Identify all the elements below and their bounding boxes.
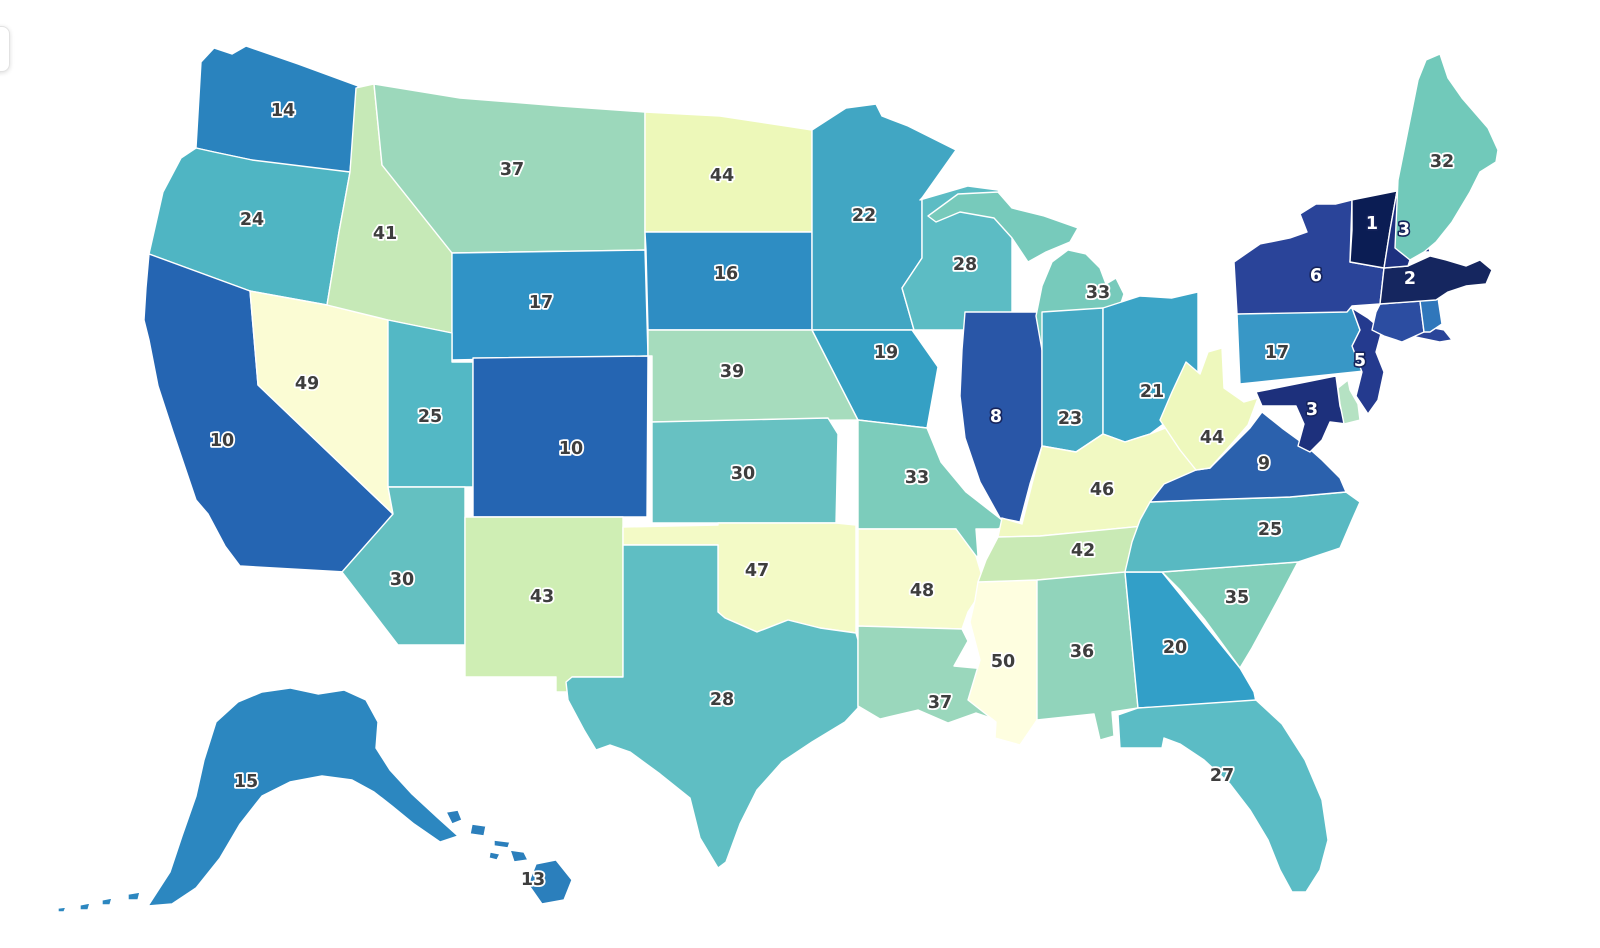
state-shape-maine[interactable]	[1394, 53, 1499, 261]
state-shape-alaska[interactable]	[57, 687, 459, 913]
state-shape-arkansas[interactable]	[857, 528, 986, 630]
state-shape-colorado[interactable]	[472, 355, 649, 518]
state-shape-massachusetts[interactable]	[1379, 255, 1493, 305]
state-shape-texas[interactable]	[565, 544, 859, 869]
state-shape-kansas[interactable]	[651, 417, 839, 524]
state-shape-west-virginia[interactable]	[1159, 347, 1259, 471]
state-shape-new-mexico[interactable]	[464, 516, 624, 693]
state-shape-arizona[interactable]	[341, 486, 466, 646]
state-shape-north-carolina[interactable]	[1124, 491, 1361, 573]
clipped-side-panel[interactable]	[0, 26, 10, 72]
state-shape-hawaii[interactable]	[445, 809, 573, 905]
state-shape-florida[interactable]	[1117, 699, 1329, 893]
state-shape-iowa[interactable]	[811, 329, 939, 429]
state-shape-wyoming[interactable]	[451, 249, 649, 361]
state-shape-indiana[interactable]	[1041, 307, 1104, 453]
state-shape-rhode-island[interactable]	[1419, 297, 1443, 333]
state-shape-south-dakota[interactable]	[644, 231, 813, 331]
state-shape-north-dakota[interactable]	[644, 111, 813, 233]
state-shape-mississippi[interactable]	[967, 579, 1038, 746]
state-shape-delaware[interactable]	[1337, 379, 1361, 425]
state-shape-south-carolina[interactable]	[1161, 561, 1299, 669]
